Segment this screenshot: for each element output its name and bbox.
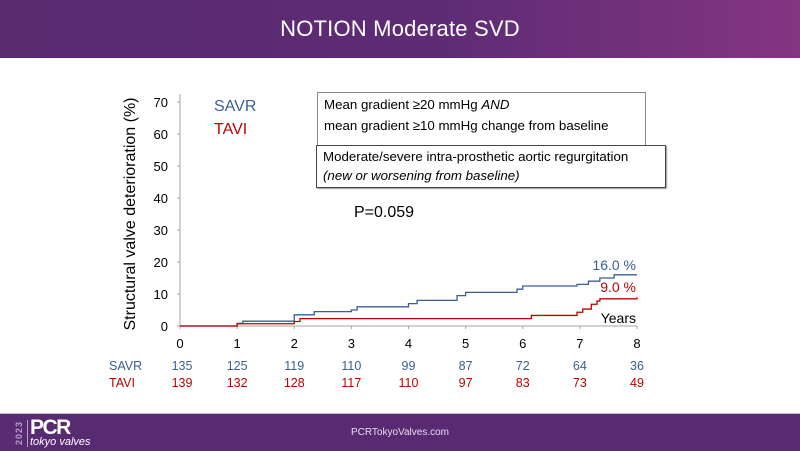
chart-series <box>180 274 638 327</box>
series-line-tavi <box>180 297 638 327</box>
y-tick-label: 60 <box>154 127 168 142</box>
definition-box-regurgitation: Moderate/severe intra-prosthetic aortic … <box>316 145 666 188</box>
definition-line-1: Mean gradient ≥20 mmHg AND <box>324 94 639 115</box>
logo-brand: PCR <box>30 416 71 439</box>
x-tick-label: 7 <box>576 336 583 351</box>
y-tick-label: 50 <box>154 159 168 174</box>
risk-cell: 99 <box>401 359 416 373</box>
risk-cell: 139 <box>171 376 193 390</box>
pcr-tokyo-valves-logo: 2023 PCR tokyo valves <box>14 416 124 449</box>
end-label-savr: 16.0 % <box>592 257 636 273</box>
y-tick-label: 40 <box>154 191 168 206</box>
risk-row-label: TAVI <box>109 376 135 390</box>
risk-cell: 117 <box>341 376 362 390</box>
definition-line-1-text: Mean gradient ≥20 mmHg <box>324 97 482 112</box>
x-tick-label: 6 <box>519 336 526 351</box>
risk-row-label: SAVR <box>109 359 143 373</box>
y-tick-label: 70 <box>154 95 168 110</box>
definition-line-2: mean gradient ≥10 mmHg change from basel… <box>324 118 609 133</box>
p-value: P=0.059 <box>354 204 415 221</box>
y-tick-label: 10 <box>154 287 168 302</box>
chart-axes <box>177 94 638 329</box>
risk-cell: 87 <box>458 359 473 373</box>
risk-cell: 73 <box>572 376 587 390</box>
slide-footer: 2023 PCR tokyo valves PCRTokyoValves.com <box>0 413 800 451</box>
x-tick-label: 1 <box>234 336 241 351</box>
x-tick-label: 4 <box>405 336 412 351</box>
slide-header: NOTION Moderate SVD <box>0 0 800 58</box>
risk-cell: 83 <box>515 376 530 390</box>
y-tick-label: 0 <box>161 319 168 334</box>
logo-divider <box>27 420 28 447</box>
x-tick-label: 0 <box>176 336 183 351</box>
definition-line-3: Moderate/severe intra-prosthetic aortic … <box>323 149 629 164</box>
y-tick-label: 30 <box>154 223 168 238</box>
risk-cell: 128 <box>283 376 305 390</box>
risk-cell: 125 <box>226 359 248 373</box>
risk-cell: 135 <box>171 359 193 373</box>
end-label-tavi: 9.0 % <box>600 279 636 295</box>
risk-cell: 72 <box>515 359 530 373</box>
km-chart: 0 10 20 30 40 50 60 70 0 1 2 3 4 5 6 7 8 Structural valve… <box>122 94 641 351</box>
risk-cell: 64 <box>572 359 587 373</box>
x-tick-label: 2 <box>291 336 298 351</box>
risk-cell: 97 <box>458 376 473 390</box>
definition-box-gradient: Mean gradient ≥20 mmHg AND mean gradient… <box>317 92 646 147</box>
chart-labels: 0 10 20 30 40 50 60 70 0 1 2 3 4 5 6 7 8 Structural valve… <box>122 95 641 351</box>
risk-cell: 36 <box>630 359 644 373</box>
legend-tavi: TAVI <box>214 121 248 138</box>
risk-cell: 119 <box>284 359 305 373</box>
x-axis-label: Years <box>601 310 636 326</box>
x-tick-label: 8 <box>633 336 640 351</box>
footer-url[interactable]: PCRTokyoValves.com <box>351 427 449 438</box>
risk-cell: 49 <box>630 376 644 390</box>
logo-subtitle: tokyo valves <box>30 436 91 448</box>
slide-title: NOTION Moderate SVD <box>280 16 520 41</box>
definition-line-1-and: AND <box>481 97 510 112</box>
risk-cell: 110 <box>398 376 419 390</box>
y-axis-label: Structural valve deterioration (%) <box>122 98 139 331</box>
series-line-savr <box>180 274 637 327</box>
x-tick-label: 3 <box>348 336 355 351</box>
y-tick-label: 20 <box>154 255 168 270</box>
definition-line-4: (new or worsening from baseline) <box>323 168 520 183</box>
risk-cell: 132 <box>226 376 248 390</box>
legend-savr: SAVR <box>214 98 257 115</box>
risk-cell: 110 <box>341 359 362 373</box>
x-tick-label: 5 <box>462 336 469 351</box>
